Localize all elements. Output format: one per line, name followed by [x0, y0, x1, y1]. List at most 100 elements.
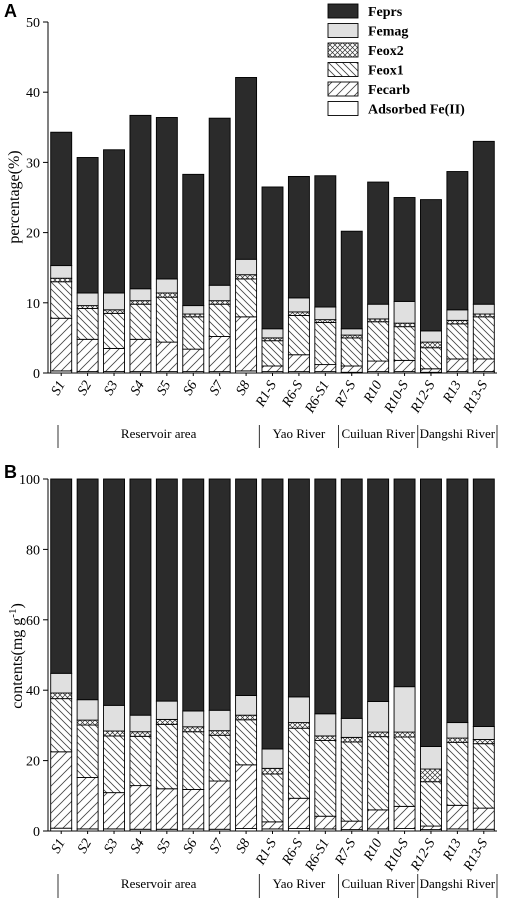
bar-segment-fecarb-r1-s — [261, 365, 284, 373]
bar-segment-femag-r6-s1 — [314, 713, 337, 737]
x-tick-label: S7 — [207, 378, 227, 398]
bar-segment-feprs-s5 — [155, 478, 178, 702]
bar-segment-fecarb-r13 — [446, 358, 469, 373]
bar-segment-feox2-r13-s — [472, 739, 495, 745]
bar-segment-feox1-s8 — [235, 278, 258, 318]
x-tick-label: S3 — [102, 837, 122, 857]
bar-segment-feox2-s3 — [103, 309, 125, 314]
bar-segment-feox2-s7 — [208, 300, 231, 305]
bar-segment-feox1-s5 — [155, 723, 178, 790]
x-tick-label: R6-S1 — [302, 837, 333, 875]
bar-segment-feprs-r1-s — [261, 186, 284, 330]
x-tick-label: S6 — [181, 837, 201, 857]
bar-segment-femag-s4 — [129, 714, 152, 733]
legend-swatch-femag — [327, 23, 359, 38]
bar-stack-s5 — [155, 478, 178, 832]
bar-segment-feox2-s4 — [129, 731, 152, 737]
group-label-cuiluan-river: Cuiluan River — [341, 426, 415, 441]
legend-swatch-fecarb — [327, 81, 359, 97]
legend-label-feox2: Feox2 — [368, 44, 404, 59]
x-tick-label: S5 — [154, 837, 174, 857]
x-tick-label: R10 — [361, 837, 386, 865]
bar-segment-feprs-r10-s — [393, 197, 416, 302]
bar-segment-feprs-s4 — [129, 114, 152, 290]
legend-label-adsorbed-fe-ii: Adsorbed Fe(II) — [368, 103, 465, 118]
legend-label-fecarb: Fecarb — [368, 83, 410, 98]
legend-swatch-feox1 — [327, 62, 359, 77]
bar-segment-feprs-r10 — [367, 478, 390, 702]
bar-segment-femag-r12-s — [420, 330, 442, 343]
bar-segment-feox1-r13 — [446, 323, 469, 360]
x-tick-label: S2 — [75, 837, 95, 857]
bar-segment-feox2-r12-s — [420, 341, 442, 349]
bar-segment-fecarb-r10-s — [393, 359, 416, 373]
bar-segment-feox2-r6-s — [287, 722, 310, 729]
bar-segment-feox2-s7 — [208, 730, 231, 736]
bar-segment-feox1-s3 — [103, 735, 125, 794]
bar-segment-feox1-r13-s — [472, 316, 495, 360]
bar-segment-feox2-r10 — [367, 731, 390, 738]
bar-segment-femag-s6 — [182, 305, 205, 315]
bar-segment-feox1-r7-s — [340, 741, 363, 822]
panel-b-y-axis-label-main: contents(mg g — [9, 618, 26, 709]
x-tick-label: R6-S — [279, 379, 306, 411]
bar-stack-s6 — [182, 478, 205, 832]
y-tick-label: 0 — [33, 825, 40, 840]
bar-segment-feox1-r10 — [367, 736, 390, 811]
x-tick-label: S5 — [154, 379, 174, 399]
bar-segment-fecarb-s6 — [182, 789, 205, 830]
bar-segment-femag-s3 — [103, 292, 125, 311]
bar-segment-feox1-r1-s — [261, 340, 284, 367]
bar-segment-feox2-r7-s — [340, 736, 363, 743]
bar-stack-r13 — [446, 478, 469, 832]
panel-a-y-axis-label: percentage(%) — [6, 150, 23, 243]
bar-segment-feox1-s6 — [182, 316, 205, 350]
y-tick-label: 80 — [26, 543, 40, 558]
bar-segment-fecarb-s2 — [76, 338, 99, 373]
bar-segment-feprs-s7 — [208, 478, 231, 711]
x-tick-label: R13 — [440, 379, 465, 407]
legend-label-feprs: Feprs — [368, 5, 403, 20]
bar-segment-fecarb-r7-s — [340, 365, 363, 373]
bar-segment-feprs-s2 — [76, 157, 99, 294]
bar-stack-s6 — [182, 173, 205, 374]
bar-stack-s7 — [208, 117, 231, 374]
panel-a-group-labels: Reservoir area Yao River Cuiluan River Dang… — [57, 425, 498, 448]
bar-segment-fecarb-r6-s1 — [314, 815, 337, 830]
y-tick-label: 20 — [26, 755, 40, 770]
panel-b-x-axis: S1 S2 S3 S4 S5 S6 S7 S8 R1-S R6-SR6-S1 R7-S R10R10-… — [49, 831, 491, 875]
bar-segment-feox1-s4 — [129, 303, 152, 340]
bar-segment-femag-s2 — [76, 699, 99, 721]
bar-stack-r13 — [446, 171, 469, 374]
bar-stack-r7-s — [340, 230, 363, 374]
bar-segment-femag-r1-s — [261, 328, 284, 339]
y-tick-label: 20 — [26, 227, 40, 242]
bar-segment-fecarb-r12-s — [420, 368, 442, 373]
bar-stack-r1-s — [261, 186, 284, 374]
bar-segment-feprs-r7-s — [340, 478, 363, 719]
x-tick-label: R10-S — [381, 379, 412, 417]
bar-segment-feox2-s1 — [50, 277, 73, 283]
y-tick-label: 30 — [26, 156, 40, 171]
y-tick-label: 40 — [26, 684, 40, 699]
bar-stack-r6-s — [287, 478, 310, 832]
bar-stack-r7-s — [340, 478, 363, 832]
bar-segment-feprs-s5 — [155, 117, 178, 280]
bar-segment-fecarb-r6-s — [287, 797, 310, 829]
bar-segment-feox2-r1-s — [261, 767, 284, 775]
bar-segment-fecarb-s5 — [155, 341, 178, 373]
panel-b-y-axis-label: contents(mg g-1) — [7, 603, 26, 709]
bar-segment-feox1-s2 — [76, 724, 99, 778]
bar-segment-feprs-r6-s — [287, 478, 310, 698]
x-tick-label: S7 — [207, 836, 227, 856]
group-label-reservoir-area: Reservoir area — [121, 876, 197, 891]
bar-stack-r13-s — [472, 478, 495, 832]
bar-segment-fecarb-s6 — [182, 348, 205, 373]
bar-segment-femag-s2 — [76, 292, 99, 307]
bar-stack-s4 — [129, 114, 152, 374]
bar-segment-feox2-s6 — [182, 726, 205, 733]
bar-segment-feprs-r6-s1 — [314, 478, 337, 715]
group-label-dangshi-river: Dangshi River — [420, 426, 496, 441]
bar-segment-feprs-r10 — [367, 181, 390, 305]
x-tick-label: R1-S — [253, 837, 280, 869]
